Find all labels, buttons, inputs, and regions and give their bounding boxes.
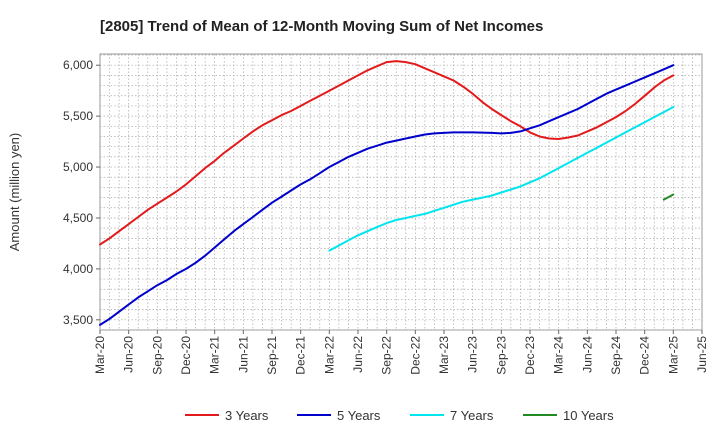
x-tick-label: Dec-20 [179, 336, 193, 375]
plot-area [99, 53, 703, 331]
x-tick-label: Sep-21 [265, 336, 279, 375]
legend-item: 3 Years [185, 408, 269, 423]
x-tick-label: Mar-22 [322, 336, 336, 374]
legend: 3 Years 5 Years 7 Years 10 Years [185, 408, 614, 423]
x-tick-label: Sep-24 [609, 336, 623, 375]
x-tick-label: Mar-24 [552, 336, 566, 374]
series-layer [99, 60, 675, 326]
legend-item: 7 Years [410, 408, 494, 423]
y-tick-label: 5,500 [63, 109, 93, 123]
x-tick-label: Sep-20 [150, 336, 164, 375]
x-tick-label: Jun-22 [351, 336, 365, 373]
x-tick-label: Mar-25 [666, 336, 680, 374]
x-tick-label: Sep-22 [380, 336, 394, 375]
y-tick-label: 4,500 [63, 211, 93, 225]
series-line-5-years [99, 64, 675, 326]
x-tick-label: Dec-23 [523, 336, 537, 375]
series-line-3-years [99, 60, 675, 246]
series-line-7-years [328, 106, 675, 252]
legend-label: 3 Years [225, 408, 269, 423]
x-tick-label: Sep-23 [494, 336, 508, 375]
legend-item: 10 Years [523, 408, 614, 423]
x-tick-label: Jun-21 [236, 336, 250, 373]
y-tick-label: 4,000 [63, 262, 93, 276]
x-tick-label: Mar-21 [208, 336, 222, 374]
y-tick-label: 3,500 [63, 313, 93, 327]
x-tick-label: Dec-24 [638, 336, 652, 375]
x-tick-label: Jun-25 [695, 336, 709, 373]
x-tick-label: Dec-22 [408, 336, 422, 375]
x-tick-label: Jun-24 [580, 336, 594, 373]
x-tick-label: Jun-23 [466, 336, 480, 373]
y-tick-label: 6,000 [63, 58, 93, 72]
legend-label: 7 Years [450, 408, 494, 423]
x-tick-label: Dec-21 [294, 336, 308, 375]
x-tick-label: Jun-20 [122, 336, 136, 373]
x-tick-label: Mar-20 [93, 336, 107, 374]
y-tick-label: 5,000 [63, 160, 93, 174]
x-tick-label: Mar-23 [437, 336, 451, 374]
y-axis-label: Amount (million yen) [7, 133, 22, 252]
series-line-10-years [662, 193, 675, 201]
chart-title: [2805] Trend of Mean of 12-Month Moving … [100, 18, 543, 35]
y-axis: 3,500 4,000 4,500 5,000 5,500 6,000 [63, 58, 100, 327]
legend-label: 5 Years [337, 408, 381, 423]
legend-item: 5 Years [297, 408, 381, 423]
legend-label: 10 Years [563, 408, 614, 423]
x-axis: Mar-20 Jun-20 Sep-20 Dec-20 Mar-21 Jun-21 Sep-… [93, 330, 709, 375]
